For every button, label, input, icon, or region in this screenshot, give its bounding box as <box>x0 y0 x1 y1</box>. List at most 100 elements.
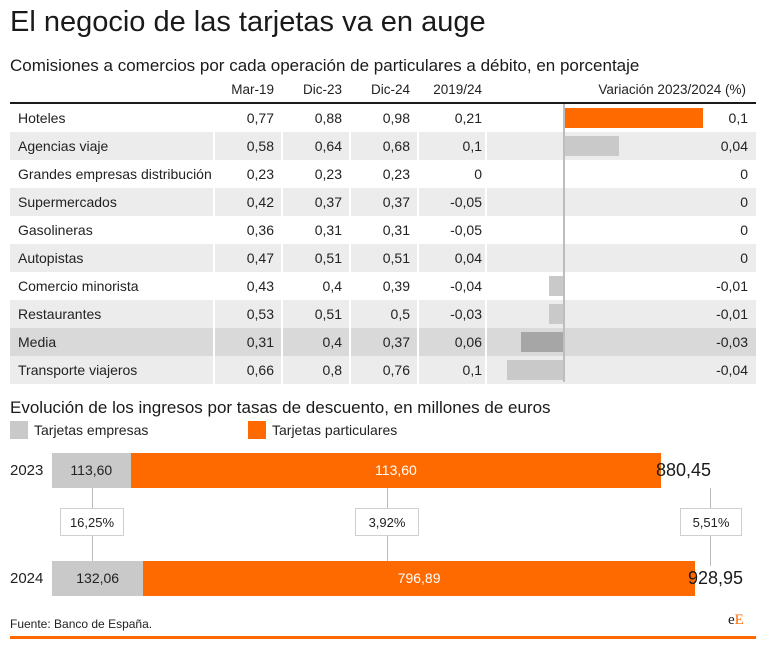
column-separator <box>213 132 215 160</box>
year-label-2023: 2023 <box>10 462 44 479</box>
row-label: Comercio minorista <box>18 278 139 294</box>
header-mar19: Mar-19 <box>231 82 274 97</box>
bar-2024-particulares: 796,89 <box>143 561 695 596</box>
column-separator <box>349 328 351 356</box>
row-value: 0,31 <box>314 222 342 238</box>
variation-value: -0,04 <box>716 362 748 378</box>
table-top-rule <box>10 102 756 104</box>
variation-value: -0,01 <box>716 306 748 322</box>
row-value: 0,1 <box>462 138 482 154</box>
year-label-2024: 2024 <box>10 570 44 587</box>
bar-2024-empresas: 132,06 <box>52 561 144 596</box>
column-separator <box>417 132 419 160</box>
row-value: 0,76 <box>382 362 410 378</box>
column-separator <box>417 244 419 272</box>
row-value: -0,05 <box>450 194 482 210</box>
row-value: 0,37 <box>314 194 342 210</box>
income-subtitle: Evolución de los ingresos por tasas de d… <box>10 398 551 417</box>
source-note: Fuente: Banco de España. <box>10 617 153 631</box>
row-value: 0,36 <box>246 222 274 238</box>
table-subtitle: Comisiones a comercios por cada operació… <box>10 56 640 75</box>
column-separator <box>349 244 351 272</box>
variation-value: 0 <box>740 166 748 182</box>
table-row: Supermercados 0,42 0,37 0,37 -0,05 0 <box>10 188 756 216</box>
header-2019-24: 2019/24 <box>433 82 482 97</box>
column-separator <box>417 300 419 328</box>
variation-value: -0,03 <box>716 334 748 350</box>
variation-bar <box>549 304 563 324</box>
brand-logo: eE <box>728 612 744 628</box>
footer-rule <box>10 636 756 639</box>
column-separator <box>213 188 215 216</box>
row-value: 0,23 <box>246 166 274 182</box>
table-row: Restaurantes 0,53 0,51 0,5 -0,03 -0,01 <box>10 300 756 328</box>
row-value: 0,64 <box>314 138 342 154</box>
row-value: 0,37 <box>382 334 410 350</box>
bar-2023-particulares: 113,60 <box>130 453 662 488</box>
column-separator <box>213 272 215 300</box>
row-label: Restaurantes <box>18 306 102 322</box>
variation-value: 0 <box>740 194 748 210</box>
row-value: 0,4 <box>322 278 342 294</box>
variation-bar <box>507 360 563 380</box>
table-row: Media 0,31 0,4 0,37 0,06 -0,03 <box>10 328 756 356</box>
column-separator <box>213 244 215 272</box>
header-dic24: Dic-24 <box>370 82 410 97</box>
row-value: -0,03 <box>450 306 482 322</box>
legend-label-particulares: Tarjetas particulares <box>272 422 398 438</box>
row-label: Autopistas <box>18 250 84 266</box>
variation-value: 0 <box>740 250 748 266</box>
row-label: Media <box>18 334 57 350</box>
table-row: Agencias viaje 0,58 0,64 0,68 0,1 0,04 <box>10 132 756 160</box>
variation-bar <box>563 136 619 156</box>
column-separator <box>213 356 215 384</box>
column-separator <box>281 356 283 384</box>
row-value: 0,04 <box>454 250 482 266</box>
column-separator <box>485 188 487 216</box>
row-label: Grandes empresas distribución <box>18 166 212 182</box>
row-label: Supermercados <box>18 194 117 210</box>
column-separator <box>417 328 419 356</box>
column-separator <box>281 132 283 160</box>
row-value: 0,43 <box>246 278 274 294</box>
variation-bar <box>563 108 703 128</box>
column-separator <box>485 216 487 244</box>
table-row: Comercio minorista 0,43 0,4 0,39 -0,04 -0,01 <box>10 272 756 300</box>
row-value: 0,39 <box>382 278 410 294</box>
column-separator <box>485 356 487 384</box>
column-separator <box>485 132 487 160</box>
bar-2023-empresas: 113,60 <box>52 453 131 488</box>
change-particulares: 3,92% <box>355 508 419 536</box>
row-label: Hoteles <box>18 110 66 126</box>
row-value: 0,06 <box>454 334 482 350</box>
column-separator <box>281 328 283 356</box>
row-value: 0,23 <box>314 166 342 182</box>
row-value: 0,66 <box>246 362 274 378</box>
row-value: 0,88 <box>314 110 342 126</box>
row-value: 0,31 <box>246 334 274 350</box>
column-separator <box>417 356 419 384</box>
column-separator <box>485 244 487 272</box>
legend-swatch-particulares <box>248 421 266 439</box>
column-separator <box>417 216 419 244</box>
column-separator <box>281 272 283 300</box>
column-separator <box>417 188 419 216</box>
column-separator <box>349 356 351 384</box>
variation-bar <box>521 332 563 352</box>
column-separator <box>417 160 419 188</box>
row-value: 0,23 <box>382 166 410 182</box>
column-separator <box>213 300 215 328</box>
row-value: 0,31 <box>382 222 410 238</box>
variation-value: 0,04 <box>720 138 748 154</box>
row-value: 0,98 <box>382 110 410 126</box>
legend-label-empresas: Tarjetas empresas <box>34 422 149 438</box>
column-separator <box>281 188 283 216</box>
row-value: 0 <box>474 166 482 182</box>
row-value: 0,37 <box>382 194 410 210</box>
variation-value: 0 <box>740 222 748 238</box>
row-value: 0,4 <box>322 334 342 350</box>
row-value: 0,53 <box>246 306 274 322</box>
row-value: 0,51 <box>314 306 342 322</box>
chart-title: El negocio de las tarjetas va en auge <box>10 6 486 38</box>
row-value: 0,47 <box>246 250 274 266</box>
